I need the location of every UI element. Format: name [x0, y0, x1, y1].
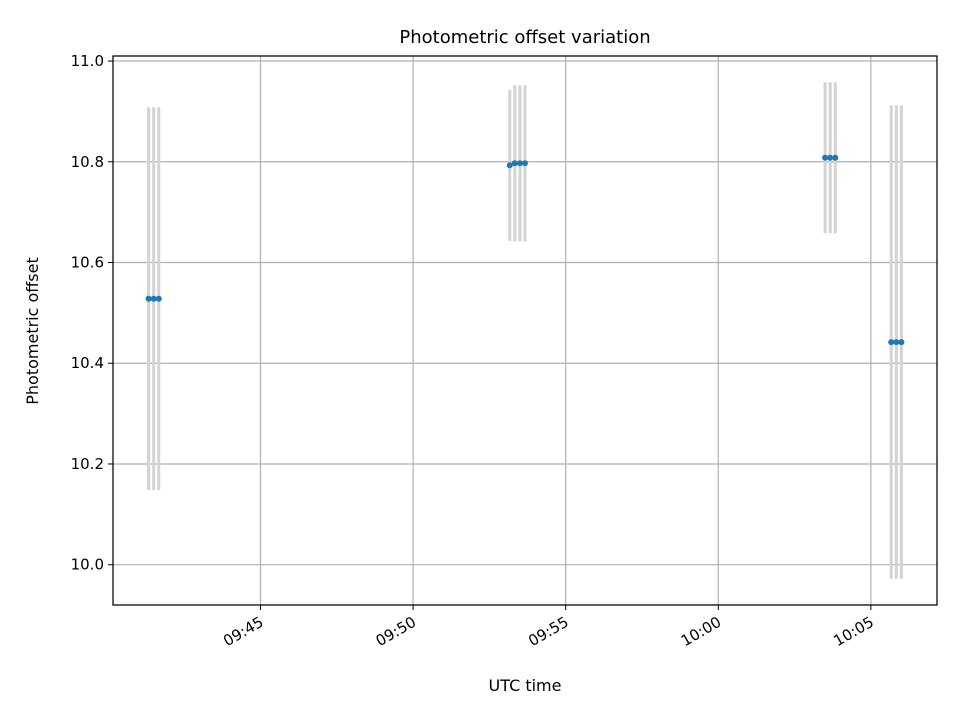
y-tick-label: 10.0 — [71, 556, 104, 574]
y-tick-label: 11.0 — [71, 52, 104, 70]
plot-frame — [112, 55, 938, 606]
data-points — [145, 154, 905, 346]
data-point — [888, 339, 895, 346]
chart-title: Photometric offset variation — [399, 27, 650, 48]
x-axis-label: UTC time — [489, 676, 562, 695]
y-axis-ticks: 10.0 10.2 10.4 10.6 10.8 11.0 — [71, 52, 113, 574]
data-point — [827, 154, 834, 161]
data-point — [522, 160, 528, 167]
data-point — [832, 154, 839, 161]
y-tick-label: 10.6 — [71, 254, 104, 272]
y-axis-label: Photometric offset — [23, 257, 42, 405]
data-point — [145, 295, 152, 302]
data-point — [516, 160, 523, 167]
data-point — [150, 295, 157, 302]
y-tick-label: 10.8 — [71, 153, 104, 171]
data-point — [822, 154, 829, 161]
grid-lines — [113, 56, 937, 605]
y-tick-label: 10.2 — [71, 455, 104, 473]
data-point — [898, 339, 905, 346]
data-point — [511, 160, 518, 167]
y-tick-label: 10.4 — [71, 354, 104, 372]
data-point — [155, 295, 162, 302]
data-point — [893, 339, 900, 346]
data-point — [506, 162, 513, 169]
